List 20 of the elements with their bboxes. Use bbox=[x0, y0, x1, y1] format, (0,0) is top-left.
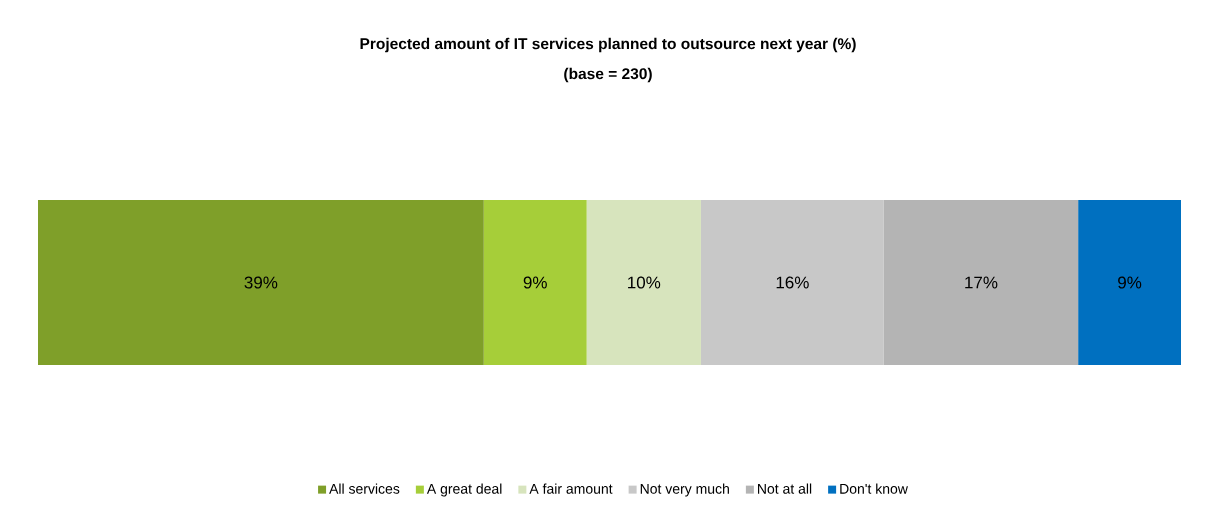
bar bbox=[483, 200, 587, 365]
chart-title: Projected amount of IT services planned to outsource next year (%) bbox=[360, 37, 856, 53]
data-label: 9% bbox=[1118, 276, 1142, 289]
data-label: 10% bbox=[628, 276, 661, 289]
legend-label: A great deal bbox=[426, 483, 502, 497]
data-label: 16% bbox=[776, 276, 809, 289]
legend-label: Not at all bbox=[758, 483, 812, 494]
data-label: 9% bbox=[523, 276, 547, 289]
legend-label: Not very much bbox=[640, 483, 729, 497]
bar bbox=[883, 200, 1079, 365]
legend-label: Don't know bbox=[840, 483, 908, 494]
legend-label: All services bbox=[329, 483, 400, 494]
chart-subtitle: (base = 230) bbox=[564, 67, 652, 83]
bar bbox=[1078, 200, 1182, 365]
data-label: 17% bbox=[965, 276, 998, 289]
bar bbox=[38, 200, 484, 365]
data-label: 39% bbox=[244, 276, 278, 289]
legend-label: A fair amount bbox=[529, 483, 613, 494]
bar bbox=[700, 200, 884, 365]
bar bbox=[586, 200, 701, 365]
